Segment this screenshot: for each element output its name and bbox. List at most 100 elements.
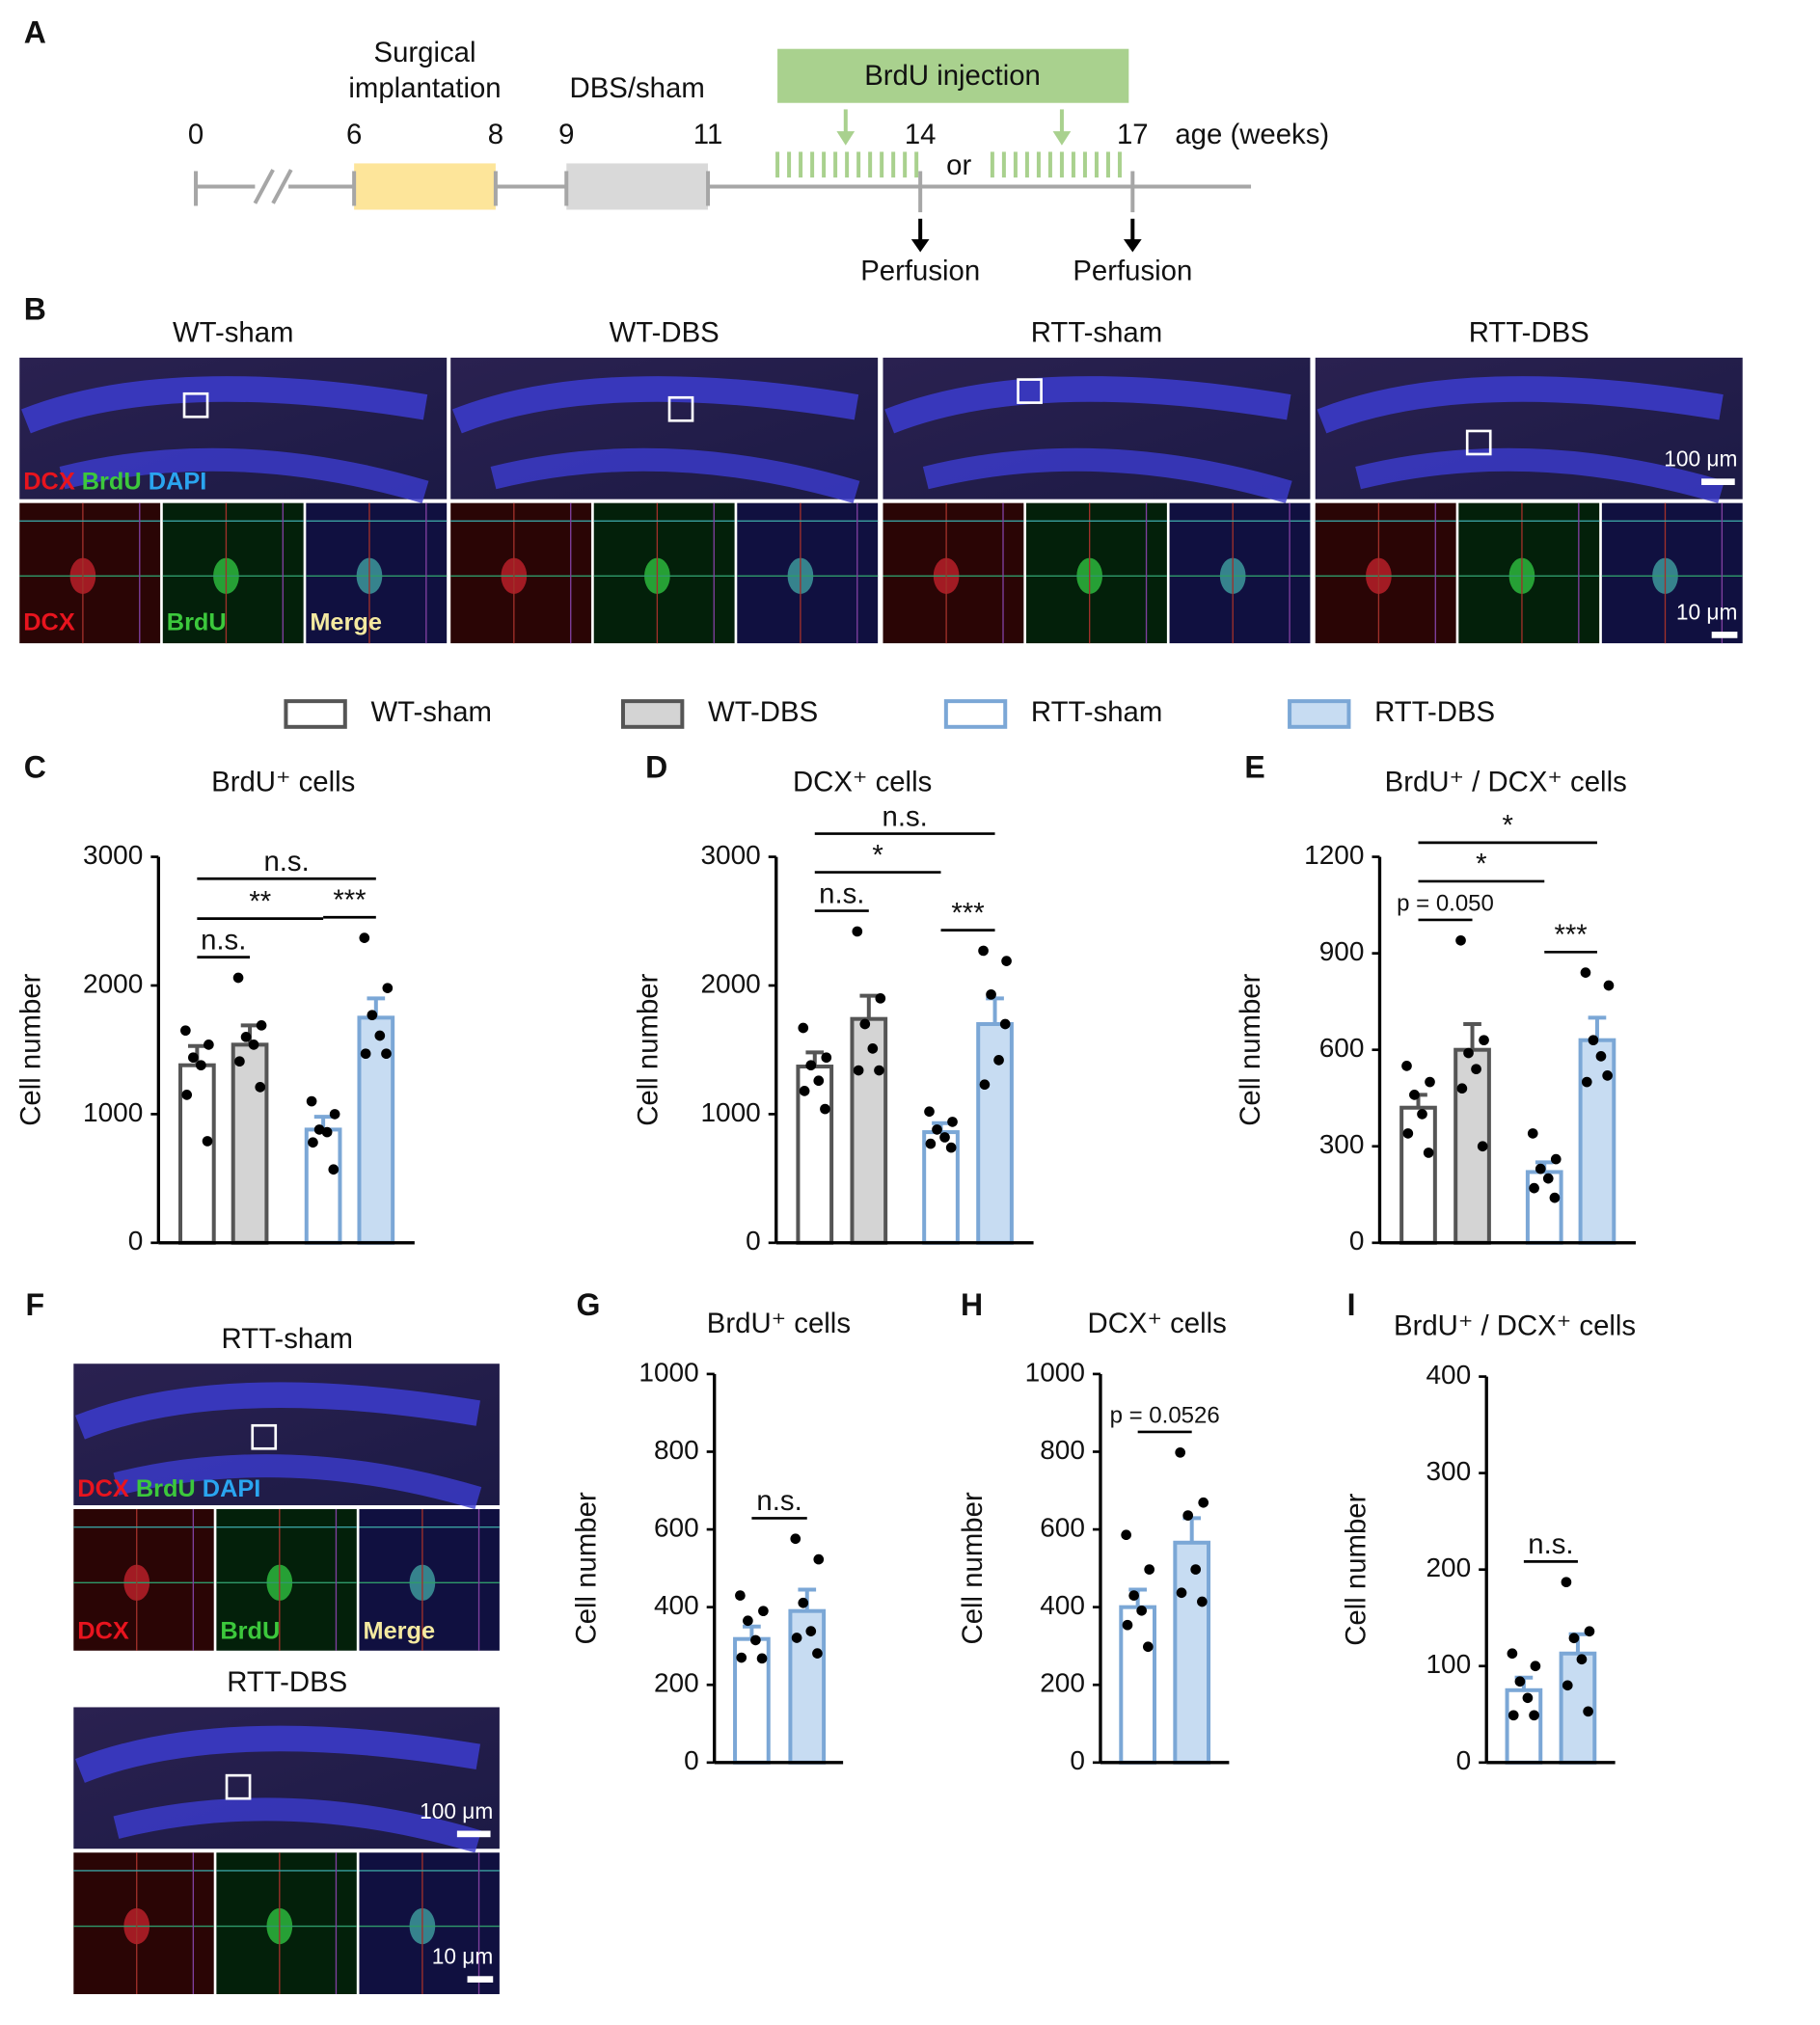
data-point <box>1507 1648 1518 1660</box>
data-point <box>1576 1654 1588 1665</box>
data-point <box>1584 1626 1595 1637</box>
data-point <box>1471 1064 1481 1075</box>
data-point <box>1190 1564 1202 1575</box>
roi-box <box>251 1423 278 1450</box>
axis-label: age (weeks) <box>1175 119 1329 150</box>
data-point <box>939 1132 950 1143</box>
y-tick-label: 400 <box>1426 1360 1471 1390</box>
stain-label: DCX <box>77 1475 129 1502</box>
data-point <box>1136 1605 1147 1616</box>
scale-label: 100 μm <box>1664 446 1737 472</box>
data-point <box>1527 1128 1538 1139</box>
bar <box>1505 1688 1543 1765</box>
or-label: or <box>946 149 971 181</box>
dentate-gyrus <box>884 376 1291 434</box>
significance-label: n.s. <box>263 846 309 878</box>
dentate-gyrus <box>1317 376 1724 434</box>
data-point <box>1561 1577 1572 1588</box>
brdu-label: BrdU injection <box>864 60 1041 92</box>
data-point <box>248 1040 259 1050</box>
dentate-gyrus <box>113 1797 482 1853</box>
data-point <box>1175 1446 1186 1458</box>
significance-label: n.s. <box>819 878 864 909</box>
week-label: 6 <box>346 119 362 150</box>
stain-label: Merge <box>310 609 382 636</box>
data-point <box>758 1606 769 1617</box>
y-tick-label: 800 <box>654 1435 699 1465</box>
data-point <box>1581 1076 1592 1088</box>
data-point <box>1463 1047 1474 1059</box>
data-point <box>255 1082 266 1093</box>
data-point <box>1514 1676 1526 1688</box>
y-tick-label: 2000 <box>700 968 760 998</box>
dentate-gyrus <box>922 447 1292 503</box>
data-point <box>367 1010 378 1021</box>
data-point <box>812 1648 823 1659</box>
data-point <box>359 932 370 943</box>
chart-title: DCX⁺ cells <box>793 766 932 797</box>
data-point <box>735 1590 746 1601</box>
data-point <box>852 926 863 937</box>
legend-swatch <box>620 699 685 729</box>
stain-label: DCX <box>23 609 75 636</box>
panel-letter: D <box>645 749 667 784</box>
data-point <box>234 1056 245 1067</box>
data-point <box>743 1615 753 1627</box>
data-point <box>196 1060 206 1071</box>
dentate-gyrus <box>59 447 429 503</box>
y-tick-label: 200 <box>654 1668 699 1698</box>
data-point <box>1522 1692 1534 1704</box>
perfusion-label: Perfusion <box>1073 256 1192 287</box>
data-point <box>1562 1680 1573 1691</box>
data-point <box>821 1052 832 1064</box>
bar <box>1399 1105 1437 1245</box>
y-tick-label: 0 <box>1349 1226 1365 1256</box>
bar <box>231 1042 269 1245</box>
dentate-gyrus <box>21 376 428 434</box>
data-point <box>874 1065 884 1076</box>
data-point <box>1602 1070 1613 1081</box>
panel-letter: B <box>24 291 46 326</box>
data-point <box>1479 1035 1489 1046</box>
perfusion-arrow-head <box>1123 239 1142 253</box>
data-point <box>945 1142 957 1153</box>
data-point <box>180 1025 191 1037</box>
data-point <box>1197 1596 1208 1607</box>
y-tick-label: 200 <box>1426 1552 1471 1582</box>
scale-bar <box>1711 632 1738 638</box>
bar <box>1525 1170 1563 1245</box>
brdu-arrow-head <box>836 131 856 146</box>
data-point <box>1542 1173 1554 1184</box>
chart-title: BrdU⁺ cells <box>707 1308 851 1339</box>
data-point <box>202 1136 213 1147</box>
data-point <box>1176 1587 1187 1599</box>
y-axis-label: Cell number <box>14 973 46 1125</box>
significance-label: ** <box>249 885 271 917</box>
data-point <box>791 1633 802 1643</box>
data-point <box>256 1020 267 1031</box>
y-tick-label: 900 <box>1319 936 1365 966</box>
data-point <box>1425 1076 1435 1088</box>
data-point <box>813 1075 825 1087</box>
data-point <box>1568 1633 1580 1644</box>
scale-bar <box>467 1976 494 1983</box>
data-point <box>805 1060 817 1071</box>
bar <box>1578 1038 1616 1245</box>
y-axis-label: Cell number <box>957 1492 989 1644</box>
data-point <box>1549 1192 1561 1203</box>
dbs-label: DBS/sham <box>570 72 705 104</box>
data-point <box>1001 956 1012 966</box>
roi-box <box>225 1773 252 1800</box>
dentate-gyrus <box>1355 447 1725 503</box>
stain-label: BrdU <box>167 609 227 636</box>
bar <box>1173 1540 1211 1765</box>
data-point <box>798 1597 809 1608</box>
data-point <box>1477 1141 1488 1152</box>
dentate-gyrus <box>490 447 860 503</box>
significance-label: *** <box>333 884 366 916</box>
week-label: 14 <box>905 119 937 150</box>
roi-box <box>1465 429 1492 456</box>
data-point <box>1198 1497 1209 1508</box>
data-point <box>232 972 244 984</box>
